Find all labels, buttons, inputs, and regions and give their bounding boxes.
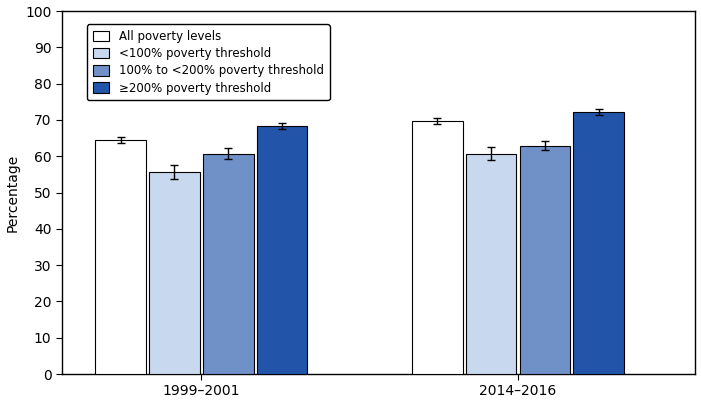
- Bar: [573, 112, 624, 374]
- Bar: [203, 154, 254, 374]
- Y-axis label: Percentage: Percentage: [6, 154, 20, 231]
- Legend: All poverty levels, <100% poverty threshold, 100% to <200% poverty threshold, ≥2: All poverty levels, <100% poverty thresh…: [87, 24, 329, 101]
- Bar: [257, 126, 308, 374]
- Bar: [149, 172, 200, 374]
- Bar: [95, 140, 146, 374]
- Bar: [412, 121, 463, 374]
- Bar: [519, 146, 571, 374]
- Bar: [465, 154, 517, 374]
